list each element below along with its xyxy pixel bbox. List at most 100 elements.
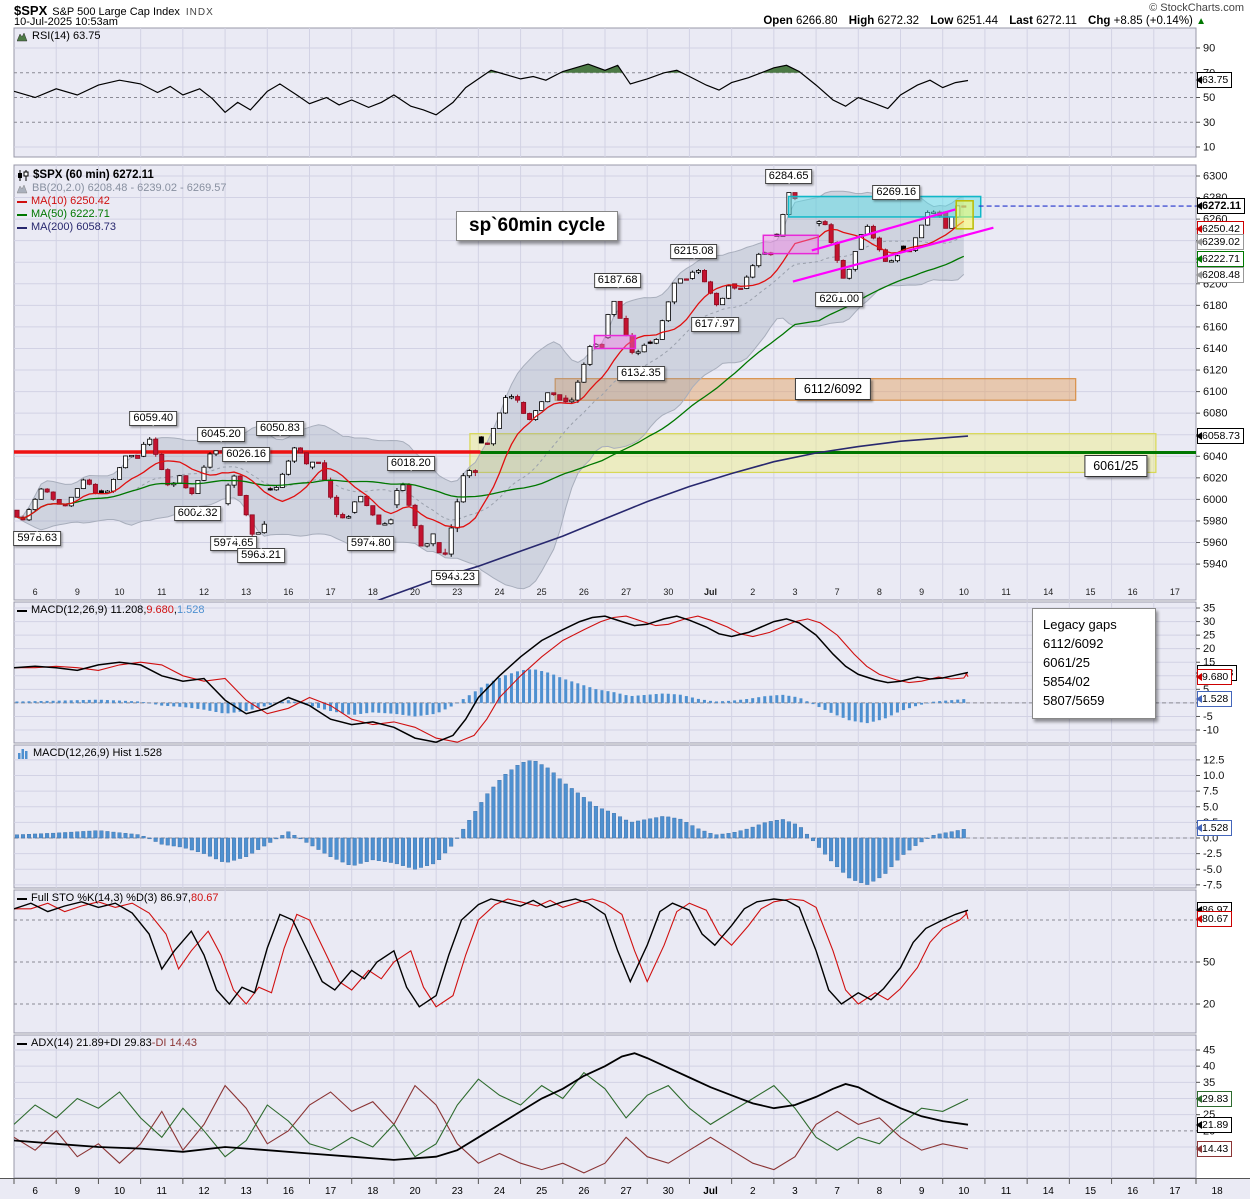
svg-text:Jul: Jul [704,587,717,597]
svg-text:-10: -10 [1203,725,1219,737]
svg-text:14: 14 [1043,587,1053,597]
svg-text:11: 11 [1001,1186,1012,1197]
svg-text:17: 17 [1170,587,1180,597]
svg-text:6300: 6300 [1203,171,1227,183]
symbol-name: S&P 500 Large Cap Index [52,6,180,18]
svg-text:15: 15 [1085,1186,1097,1197]
svg-text:8: 8 [877,1186,883,1197]
svg-text:30: 30 [663,1186,675,1197]
svg-text:40: 40 [1203,1061,1215,1073]
svg-text:9: 9 [75,587,80,597]
quote-bar: Open 6266.80 High 6272.32 Low 6251.44 La… [755,15,1206,27]
svg-text:70: 70 [1203,67,1215,79]
svg-text:13: 13 [241,1186,253,1197]
svg-text:6200: 6200 [1203,278,1227,290]
svg-text:90: 90 [1203,43,1215,55]
low-label: Low [930,15,954,27]
svg-text:30: 30 [663,587,673,597]
svg-text:6280: 6280 [1203,192,1227,204]
svg-text:50: 50 [1203,92,1215,104]
chart-header: $SPX S&P 500 Large Cap Index INDX [14,2,214,20]
svg-text:5: 5 [1203,684,1209,696]
stockcharts-credit: © StockCharts.com [1149,2,1244,14]
svg-text:6120: 6120 [1203,365,1227,377]
svg-text:5960: 5960 [1203,537,1227,549]
svg-text:6240: 6240 [1203,235,1227,247]
svg-text:26: 26 [579,587,589,597]
svg-text:10: 10 [1203,142,1215,154]
support-zone [762,234,819,255]
svg-text:25: 25 [1203,630,1215,642]
exchange-tag: INDX [185,7,214,18]
svg-text:24: 24 [494,1186,506,1197]
last-value: 6272.11 [1036,15,1077,27]
panel-rsi [14,28,1196,157]
symbol: $SPX [14,3,48,18]
svg-text:50: 50 [1203,957,1215,969]
minor-zone [593,334,637,350]
svg-text:16: 16 [283,1186,295,1197]
svg-text:18: 18 [1212,587,1222,597]
last-label: Last [1009,15,1033,27]
svg-text:14: 14 [1043,1186,1055,1197]
high-label: High [848,15,875,27]
svg-text:16: 16 [1128,587,1138,597]
svg-text:Jul: Jul [703,1186,718,1197]
svg-text:10.0: 10.0 [1203,770,1224,782]
open-value: 6266.80 [795,15,838,27]
svg-text:12: 12 [198,1186,210,1197]
svg-text:6080: 6080 [1203,408,1227,420]
panel-hist [14,745,1196,888]
svg-text:0: 0 [1203,697,1209,709]
svg-text:5.0: 5.0 [1203,801,1218,813]
svg-text:6040: 6040 [1203,451,1227,463]
svg-text:20: 20 [1203,999,1215,1011]
svg-text:10: 10 [958,1186,970,1197]
svg-text:2: 2 [750,587,755,597]
svg-text:3: 3 [792,1186,798,1197]
resistance-zone [787,195,982,218]
svg-text:13: 13 [241,587,251,597]
svg-text:17: 17 [326,587,336,597]
svg-text:2: 2 [750,1186,756,1197]
chg-value: +8.85 (+0.14%) [1113,15,1193,27]
current-candle-highlight [955,200,974,230]
svg-text:-5.0: -5.0 [1203,864,1222,876]
svg-text:-2.5: -2.5 [1203,848,1222,860]
svg-text:10: 10 [959,587,969,597]
svg-text:25: 25 [1203,1109,1215,1121]
chg-label: Chg [1088,15,1111,27]
svg-text:6020: 6020 [1203,472,1227,484]
chart-datetime: 10-Jul-2025 10:53am [14,16,118,28]
svg-text:24: 24 [494,587,504,597]
svg-text:30: 30 [1203,1093,1215,1105]
svg-text:-5: -5 [1203,711,1213,723]
svg-text:23: 23 [452,587,462,597]
svg-text:-7.5: -7.5 [1203,879,1222,891]
svg-text:20: 20 [410,587,420,597]
svg-text:2.5: 2.5 [1203,817,1218,829]
svg-text:15: 15 [1085,587,1095,597]
svg-text:30: 30 [1203,117,1215,129]
open-label: Open [763,15,793,27]
svg-text:18: 18 [368,587,378,597]
svg-text:18: 18 [367,1186,379,1197]
svg-text:6060: 6060 [1203,429,1227,441]
svg-text:12: 12 [199,587,209,597]
svg-text:6160: 6160 [1203,321,1227,333]
svg-text:20: 20 [409,1186,421,1197]
svg-text:6260: 6260 [1203,214,1227,226]
svg-text:25: 25 [537,587,547,597]
svg-text:16: 16 [1127,1186,1139,1197]
svg-text:6140: 6140 [1203,343,1227,355]
svg-text:9: 9 [919,1186,925,1197]
svg-text:30: 30 [1203,616,1215,628]
svg-text:18: 18 [1212,1186,1224,1197]
svg-text:6180: 6180 [1203,300,1227,312]
svg-text:6: 6 [32,1186,38,1197]
svg-text:15: 15 [1203,1142,1215,1154]
high-value: 6272.32 [877,15,920,27]
svg-text:9: 9 [75,1186,81,1197]
svg-text:7.5: 7.5 [1203,786,1218,798]
